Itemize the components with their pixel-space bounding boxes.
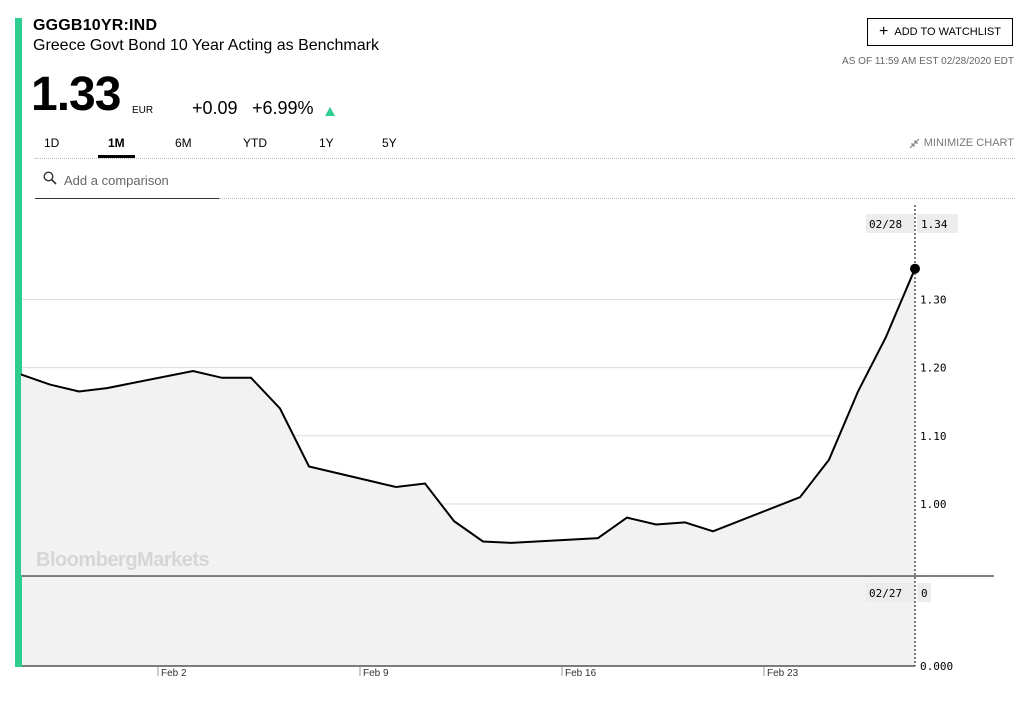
currency: EUR <box>132 105 154 116</box>
tab-range-ytd[interactable]: YTD <box>243 136 267 150</box>
tab-range-6m[interactable]: 6M <box>175 136 192 150</box>
cursor-date-box <box>866 214 914 233</box>
accent-bar <box>15 18 22 667</box>
tab-range-1m[interactable]: 1M <box>108 136 125 150</box>
y-tick-label: 1.00 <box>920 498 947 511</box>
as-of-timestamp: AS OF 11:59 AM EST 02/28/2020 EDT <box>842 56 1014 67</box>
volume-date-label: 02/27 <box>869 587 902 600</box>
cursor-date-label: 02/28 <box>869 218 902 231</box>
comparison-search-input[interactable] <box>62 168 216 192</box>
y-tick-label: 1.10 <box>920 430 947 443</box>
add-to-watchlist-button[interactable]: + ADD TO WATCHLIST <box>867 18 1013 46</box>
cursor-value-label: 1.34 <box>921 218 948 231</box>
up-arrow-icon <box>325 107 335 116</box>
active-tab-underline <box>98 155 135 158</box>
security-name: Greece Govt Bond 10 Year Acting as Bench… <box>33 37 379 54</box>
minimize-chart-button[interactable]: MINIMIZE CHART <box>909 137 1014 149</box>
watermark: BloombergMarkets <box>36 549 210 571</box>
volume-value-box <box>917 583 931 602</box>
volume-date-box <box>866 583 914 602</box>
volume-panel-bg <box>22 576 915 666</box>
y-tick-label: 1.20 <box>920 362 947 375</box>
x-tick-label: Feb 16 <box>565 668 597 679</box>
tab-range-1d[interactable]: 1D <box>44 136 60 150</box>
divider <box>35 158 1015 159</box>
ticker-symbol: GGGB10YR:IND <box>33 17 158 34</box>
divider <box>219 198 1015 199</box>
plus-icon: + <box>879 23 889 40</box>
search-icon <box>43 171 57 185</box>
volume-value-label: 0 <box>921 587 928 600</box>
search-underline <box>35 198 219 199</box>
watchlist-label: ADD TO WATCHLIST <box>894 26 1001 38</box>
price-line <box>20 268 916 544</box>
price-area-fill <box>21 268 915 575</box>
x-tick-label: Feb 23 <box>767 668 799 679</box>
cursor-value-box <box>917 214 958 233</box>
last-price: 1.33 <box>31 68 121 121</box>
x-tick-label: Feb 2 <box>161 668 187 679</box>
price-change-percent: +6.99% <box>252 98 314 118</box>
tab-range-5y[interactable]: 5Y <box>382 136 397 150</box>
last-point-marker <box>910 263 920 274</box>
volume-axis-label: 0.000 <box>920 660 953 673</box>
tab-range-1y[interactable]: 1Y <box>319 136 334 150</box>
x-tick-label: Feb 9 <box>363 668 389 679</box>
minimize-icon <box>909 138 920 148</box>
minimize-chart-label: MINIMIZE CHART <box>923 137 1014 149</box>
price-change: +0.09 <box>192 98 238 118</box>
y-tick-label: 1.30 <box>920 293 947 306</box>
